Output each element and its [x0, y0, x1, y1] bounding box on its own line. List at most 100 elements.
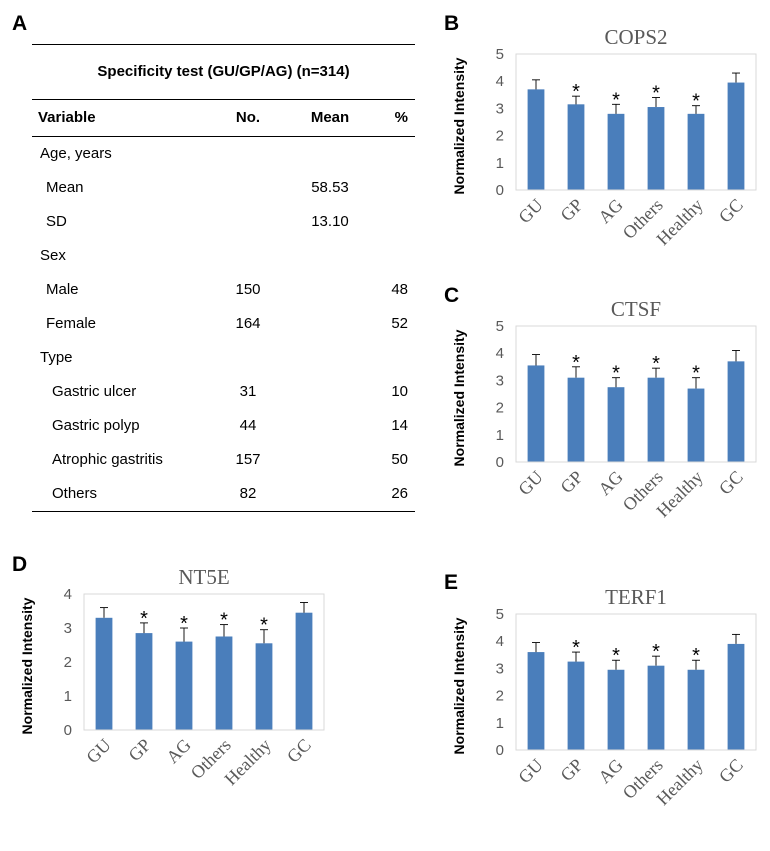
chart-title: COPS2	[604, 25, 667, 49]
table-row: Age, years	[32, 137, 415, 171]
significance-marker: *	[692, 363, 700, 385]
y-tick-label: 3	[496, 660, 504, 677]
plot-frame	[515, 53, 757, 191]
x-tick-label: AG	[594, 467, 627, 500]
x-tick-label: AG	[162, 735, 195, 768]
cell-variable: Type	[40, 349, 73, 366]
y-tick-label: 2	[64, 654, 72, 671]
significance-marker: *	[260, 615, 268, 637]
cell-no: 164	[235, 315, 261, 332]
x-tick-label: GP	[556, 467, 586, 497]
bar	[687, 669, 705, 750]
cell-mean: 13.10	[311, 213, 349, 230]
y-tick-label: 2	[496, 400, 504, 417]
chart-title: NT5E	[178, 565, 229, 589]
x-tick-label: GP	[556, 195, 586, 225]
bar	[647, 107, 665, 190]
bar	[607, 669, 625, 750]
cell-pct: 50	[391, 451, 408, 468]
table-row: Gastric ulcer 31 10	[32, 375, 415, 409]
table-row: Others 82 26	[32, 477, 415, 511]
table-row: Female 164 52	[32, 307, 415, 341]
table-row: SD 13.10	[32, 205, 415, 239]
cell-variable: Male	[46, 281, 79, 298]
header-pct: %	[394, 109, 408, 126]
y-tick-label: 5	[496, 318, 504, 335]
plot-frame	[83, 593, 325, 731]
table-body: Age, years Mean 58.53 SD 13.10 Sex Male 150 48 Fe…	[32, 137, 415, 511]
y-tick-label: 5	[496, 46, 504, 63]
panel-letter-a: A	[12, 12, 28, 35]
cell-variable: Atrophic gastritis	[52, 451, 163, 468]
plot-frame	[515, 325, 757, 463]
cell-variable: Female	[46, 315, 97, 332]
y-tick-label: 1	[64, 688, 72, 705]
chart-nt5e: NT5E 0 1 2 3 4 Normalized Intensity GU * GP * AG * Ot…	[12, 565, 330, 831]
header-no: No.	[235, 109, 261, 126]
significance-marker: *	[220, 610, 228, 632]
cell-pct: 52	[391, 315, 408, 332]
cell-no: 157	[235, 451, 261, 468]
x-tick-label: GU	[514, 467, 547, 500]
significance-marker: *	[572, 637, 580, 659]
cell-variable: SD	[46, 213, 67, 230]
panel-letter-b: B	[444, 12, 460, 35]
y-tick-label: 1	[496, 155, 504, 172]
bar	[135, 633, 153, 730]
table-header-row: Variable No. Mean %	[32, 100, 415, 136]
table-row: Atrophic gastritis 157 50	[32, 443, 415, 477]
bar	[255, 643, 273, 730]
x-tick-label: GC	[715, 467, 747, 499]
significance-marker: *	[612, 645, 620, 667]
x-tick-label: GU	[514, 755, 547, 788]
table-body-rule	[32, 136, 415, 137]
cell-pct: 14	[391, 417, 408, 434]
y-tick-label: 0	[496, 182, 504, 199]
table-row: Male 150 48	[32, 273, 415, 307]
x-tick-label: GC	[715, 195, 747, 227]
table-row: Sex	[32, 239, 415, 273]
cell-pct: 10	[391, 383, 408, 400]
demographics-table: Specificity test (GU/GP/AG) (n=314) Vari…	[32, 44, 415, 512]
bar	[95, 617, 113, 730]
y-axis-label: Normalized Intensity	[451, 57, 467, 194]
panel-letter-e: E	[444, 571, 459, 594]
significance-marker: *	[692, 91, 700, 113]
bar	[727, 82, 745, 190]
bar	[527, 365, 545, 462]
cell-variable: Gastric polyp	[52, 417, 140, 434]
x-tick-label: GP	[124, 735, 154, 765]
bar	[607, 113, 625, 190]
table-row: Mean 58.53	[32, 171, 415, 205]
cell-no: 150	[235, 281, 261, 298]
cell-no: 82	[239, 485, 257, 502]
y-tick-label: 2	[496, 688, 504, 705]
significance-marker: *	[652, 83, 660, 105]
chart-svg: COPS2 0 1 2 3 4 5 Normalized Intensity GU * GP * AG *…	[451, 25, 757, 249]
y-tick-label: 2	[496, 128, 504, 145]
cell-pct: 48	[391, 281, 408, 298]
significance-marker: *	[572, 81, 580, 103]
header-variable: Variable	[38, 109, 96, 126]
cell-no: 44	[239, 417, 257, 434]
bar	[727, 643, 745, 750]
table-top-rule	[32, 44, 415, 45]
y-tick-label: 0	[496, 742, 504, 759]
panel-letter-c: C	[444, 284, 460, 307]
y-tick-label: 5	[496, 606, 504, 623]
significance-marker: *	[140, 608, 148, 630]
y-tick-label: 3	[496, 100, 504, 117]
cell-variable: Age, years	[40, 145, 112, 162]
chart-title: TERF1	[605, 585, 667, 609]
y-axis-label: Normalized Intensity	[19, 597, 35, 734]
x-tick-label: GC	[715, 755, 747, 787]
significance-marker: *	[572, 352, 580, 374]
table-header-rule	[32, 99, 415, 100]
significance-marker: *	[692, 645, 700, 667]
panel-letter-d: D	[12, 553, 28, 576]
cell-variable: Sex	[40, 247, 66, 264]
y-tick-label: 1	[496, 427, 504, 444]
y-tick-label: 4	[496, 73, 504, 90]
